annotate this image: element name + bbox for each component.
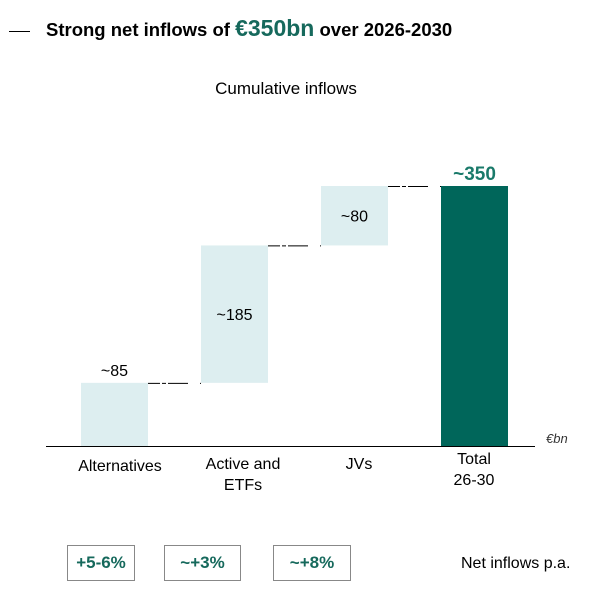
data-label-1: ~185 (216, 307, 252, 324)
headline-suffix: over 2026-2030 (314, 19, 453, 40)
headline: Strong net inflows of €350bn over 2026-2… (46, 15, 452, 42)
category-line: 26-30 (453, 472, 495, 489)
data-label-0: ~85 (101, 363, 128, 380)
category-label-alternatives: Alternatives (60, 456, 180, 477)
category-label-total: Total 26-30 (414, 449, 534, 491)
category-line: JVs (345, 456, 373, 473)
category-line: Alternatives (78, 458, 162, 475)
growth-box-alternatives: +5-6% (67, 545, 135, 581)
growth-box-jvs: ~+8% (273, 545, 351, 581)
bar-3 (441, 186, 508, 446)
category-line: ETFs (223, 477, 263, 494)
data-label-2: ~80 (341, 209, 368, 226)
category-label-active-etfs: Active and ETFs (183, 454, 303, 496)
category-line: Active and (205, 456, 281, 473)
growth-label: Net inflows p.a. (461, 555, 571, 572)
headline-dash (9, 31, 30, 32)
growth-box-active-etfs: ~+3% (164, 545, 241, 581)
category-label-jvs: JVs (299, 454, 419, 475)
category-line: Total (457, 451, 491, 468)
unit-label: €bn (546, 431, 568, 446)
bar-2 (321, 186, 388, 246)
chart-title: Cumulative inflows (215, 79, 357, 98)
data-label-3: ~350 (453, 164, 496, 185)
bar-0 (81, 382, 148, 446)
bar-1 (201, 245, 268, 383)
headline-prefix: Strong net inflows of (46, 19, 236, 40)
headline-highlight: €350bn (235, 15, 315, 41)
